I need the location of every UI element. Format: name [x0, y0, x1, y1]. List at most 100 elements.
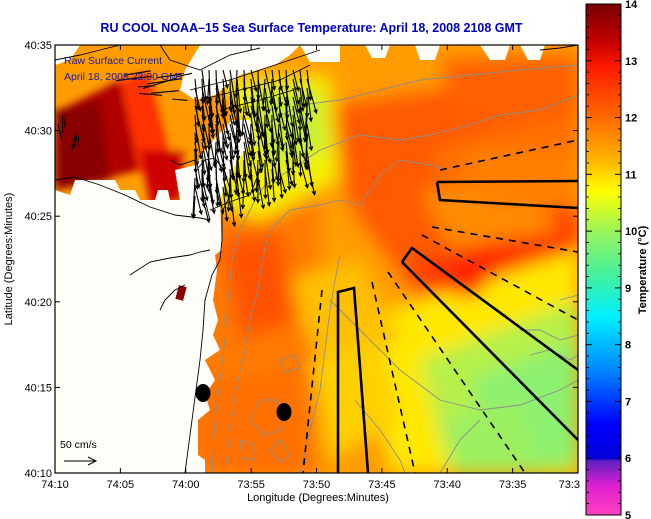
mooring-marker-1 [195, 384, 211, 402]
current-vector [232, 123, 238, 156]
y-tick-label: 40:20 [24, 297, 52, 309]
current-vector [271, 69, 277, 92]
current-vector [274, 123, 280, 163]
colorbar-tick-label: 11 [625, 169, 637, 181]
x-axis-label: Longitude (Degrees:Minutes) [247, 492, 389, 504]
colorbar-ticks: 14 13 12 11 10 9 8 7 6 5 [586, 0, 638, 519]
survey-dashed-3 [421, 234, 579, 321]
y-tick-label: 40:10 [24, 468, 52, 480]
current-vector [292, 159, 297, 189]
current-vector [229, 105, 237, 127]
current-vector [264, 87, 271, 115]
current-vector [226, 177, 231, 213]
current-vector [172, 98, 188, 101]
survey-box-east [435, 179, 579, 210]
current-vector [306, 87, 313, 123]
x-tick-label: 74:00 [172, 479, 200, 491]
current-vector [201, 195, 211, 224]
colorbar-tick-label: 7 [625, 396, 631, 408]
current-vector [222, 186, 229, 223]
current-vector [278, 168, 287, 195]
current-vector [116, 75, 151, 82]
y-tick-label: 40:15 [24, 382, 52, 394]
current-vector [236, 78, 243, 114]
coastline [55, 45, 578, 473]
current-vector [306, 159, 317, 196]
current-vector [222, 141, 229, 161]
current-vector [298, 150, 303, 178]
colorbar-tick-label: 14 [625, 0, 638, 11]
current-vector [229, 186, 237, 228]
y-tick-label: 40:25 [24, 211, 52, 223]
current-vector [57, 124, 63, 140]
warm-pixel-inlet [175, 285, 187, 301]
colorbar-tick-label: 6 [625, 453, 631, 465]
legend-line-1: Raw Surface Current [64, 55, 162, 67]
colorbar-tick-label: 9 [625, 283, 631, 295]
x-tick-label: 73:55 [237, 479, 265, 491]
current-vector [194, 123, 203, 160]
current-vector [271, 168, 277, 203]
survey-box-southeast [400, 246, 579, 441]
x-tick-label: 73:35 [499, 479, 527, 491]
map-title: RU COOL NOAA–15 Sea Surface Temperature:… [0, 21, 651, 35]
survey-dashed-4 [387, 271, 526, 474]
current-vector [257, 150, 264, 174]
current-vector [278, 105, 287, 132]
colorbar-tick-label: 5 [625, 510, 631, 519]
current-vector [222, 123, 230, 150]
current-vector [191, 195, 197, 220]
current-vector [139, 92, 163, 96]
y-axis: 40:35 40:30 40:25 40:20 40:15 40:10 [24, 40, 578, 480]
current-vector [147, 78, 182, 85]
current-vector [306, 78, 318, 115]
survey-dashed-2 [431, 226, 579, 253]
current-vector [292, 87, 301, 114]
current-vector [243, 168, 250, 198]
current-vector [208, 114, 215, 140]
current-vector [292, 132, 300, 169]
current-vector [257, 114, 265, 139]
current-vector [264, 168, 272, 208]
current-vector [299, 87, 305, 113]
survey-lines [302, 139, 579, 474]
x-axis: 74:10 74:05 74:00 73:55 73:50 73:45 73:40 73:35… [41, 45, 580, 491]
current-vector [261, 78, 266, 112]
current-vector [205, 78, 210, 106]
current-vector [215, 186, 222, 207]
y-tick-label: 40:30 [24, 126, 52, 138]
x-tick-label: 73:50 [303, 479, 331, 491]
current-vector [201, 177, 209, 202]
current-vector [278, 159, 284, 200]
legend-line-2: April 18, 2008 23:00 GMT [64, 71, 185, 83]
current-vector [201, 132, 213, 172]
current-vector [299, 159, 309, 190]
current-vector [71, 132, 77, 151]
x-tick-label: 73:40 [433, 479, 461, 491]
current-vector [222, 69, 229, 90]
mooring-marker-2 [276, 403, 292, 421]
map-title-text: RU COOL NOAA–15 Sea Surface Temperature:… [100, 21, 523, 35]
current-vector [285, 150, 292, 191]
bathymetry-contours [211, 64, 578, 473]
current-vector [250, 114, 257, 147]
survey-dashed-5 [371, 281, 416, 474]
x-tick-label: 74:05 [107, 479, 135, 491]
current-vector [151, 90, 179, 94]
survey-dashed-1 [439, 139, 579, 171]
y-axis-label: Latitude (Degrees:Minutes) [3, 193, 15, 326]
surface-current-vectors [57, 69, 318, 228]
current-vector [243, 87, 252, 119]
current-vector [240, 105, 245, 137]
current-vector [285, 159, 294, 187]
current-vector [236, 177, 244, 219]
colorbar-tick-label: 13 [625, 56, 637, 68]
survey-box-south [336, 286, 370, 474]
current-vector [284, 69, 290, 91]
current-vector [240, 177, 246, 210]
current-vector [194, 168, 201, 189]
colorbar-tick-label: 12 [625, 113, 637, 125]
current-vector [292, 69, 300, 92]
current-vector [177, 72, 193, 78]
current-vector [263, 159, 268, 200]
